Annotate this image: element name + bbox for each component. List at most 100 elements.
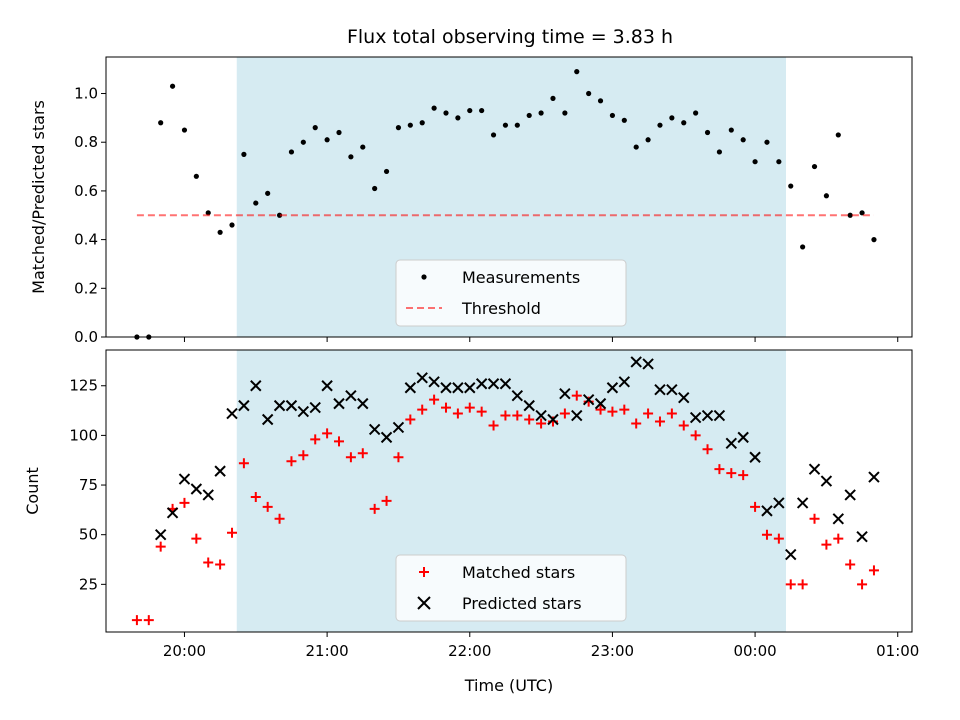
measurement-point (574, 69, 580, 75)
matched-star-point (559, 408, 570, 419)
predicted-star-point (511, 389, 524, 402)
predicted-star-point (535, 409, 547, 422)
measurement-point (169, 83, 176, 89)
predicted-star-point (785, 548, 797, 561)
matched-star-point (690, 430, 701, 441)
matched-star-point (738, 470, 749, 481)
matched-star-point (369, 503, 380, 514)
predicted-star-point (737, 431, 749, 444)
x-tick-label: 21:00 (305, 642, 348, 660)
predicted-star-point (380, 431, 393, 444)
x-tick-label: 22:00 (448, 642, 491, 660)
measurement-point (740, 137, 746, 143)
chart-title: Flux total observing time = 3.83 h (347, 26, 673, 48)
matched-star-point (607, 406, 618, 417)
matched-star-point (131, 615, 142, 626)
measurement-point (728, 127, 734, 133)
predicted-star-point (689, 411, 702, 424)
matched-star-point (227, 527, 238, 538)
measurement-point (811, 163, 818, 170)
measurement-point (288, 149, 295, 155)
measurement-point (193, 173, 199, 179)
predicted-star-point (392, 421, 405, 434)
measurement-point (443, 110, 449, 116)
measurement-point (348, 154, 354, 160)
matched-star-point (773, 533, 784, 544)
measurement-point (847, 212, 853, 218)
matched-star-point (238, 458, 249, 469)
measurement-point (300, 139, 306, 145)
measurement-point (502, 122, 509, 128)
measurement-point (431, 105, 437, 111)
predicted-star-point (464, 382, 476, 394)
legend-label: Measurements (462, 268, 580, 287)
measurement-point (372, 185, 378, 192)
top-panel: 0.0 0.2 0.4 0.6 0.8 1.0 Matched/Predicted sta… (29, 56, 913, 346)
matched-star-point (179, 497, 190, 508)
bottom-y-axis-label: Count (23, 467, 42, 515)
predicted-star-point (202, 489, 214, 501)
measurement-point (621, 117, 627, 123)
matched-star-point (250, 491, 261, 502)
y-tick-label: 75 (79, 476, 98, 494)
measurement-point (597, 98, 604, 104)
measurement-point (467, 107, 473, 114)
predicted-star-point (166, 507, 179, 519)
legend-matched-swatch (419, 567, 429, 577)
predicted-star-point (868, 471, 880, 483)
measurement-point (657, 122, 663, 128)
matched-star-point (298, 450, 309, 461)
predicted-star-point (250, 380, 262, 392)
measurement-point (669, 115, 675, 121)
bottom-panel: 25 50 75 100 125 20:00 21:00 22:00 23:00 00:00 01… (23, 349, 919, 695)
measurement-point (716, 149, 723, 155)
matched-star-point (357, 448, 368, 459)
y-tick-label: 125 (69, 377, 98, 395)
bottom-legend: Matched stars Predicted stars (395, 554, 627, 622)
matched-star-point (476, 406, 487, 417)
matched-star-point (631, 418, 642, 429)
matched-star-point (678, 420, 689, 431)
predicted-star-point (416, 372, 428, 384)
y-tick-label: 1.0 (74, 85, 98, 103)
predicted-star-point (357, 397, 369, 410)
matched-star-point (405, 414, 416, 425)
matched-star-point (785, 579, 796, 590)
legend-box (395, 554, 627, 622)
y-tick-label: 0.0 (74, 328, 98, 346)
measurement-point (205, 210, 211, 216)
matched-star-point (619, 404, 630, 415)
measurement-point (360, 144, 366, 150)
matched-star-point (797, 579, 808, 590)
predicted-star-point (226, 407, 238, 420)
measurement-point (265, 190, 271, 196)
matched-star-point (286, 456, 297, 467)
predicted-star-point (523, 399, 535, 412)
predicted-star-point (547, 413, 559, 426)
x-axis-label: Time (UTC) (464, 676, 553, 695)
measurement-point (312, 125, 318, 131)
matched-star-point (761, 529, 772, 540)
matched-star-point (666, 408, 677, 419)
measurement-point (550, 95, 556, 101)
predicted-star-point (749, 451, 761, 463)
x-tick-label: 01:00 (876, 642, 919, 660)
matched-star-point (643, 408, 654, 419)
measurement-point (800, 244, 806, 250)
x-tick-label: 23:00 (591, 642, 634, 660)
measurement-point (407, 122, 413, 128)
matched-star-point (429, 394, 440, 405)
matched-star-point (334, 436, 345, 447)
top-y-ticks: 0.0 0.2 0.4 0.6 0.8 1.0 (74, 85, 106, 346)
predicted-star-point (440, 382, 452, 394)
x-tick-label: 00:00 (733, 642, 776, 660)
predicted-star-point (333, 397, 345, 410)
predicted-star-point (154, 528, 167, 541)
predicted-star-point (571, 409, 583, 422)
predicted-star-point (701, 409, 714, 422)
predicted-star-point (309, 401, 321, 414)
measurement-point (752, 159, 758, 165)
matched-star-point (262, 501, 273, 512)
matched-star-point (500, 410, 511, 421)
top-panel-marks (134, 69, 877, 340)
